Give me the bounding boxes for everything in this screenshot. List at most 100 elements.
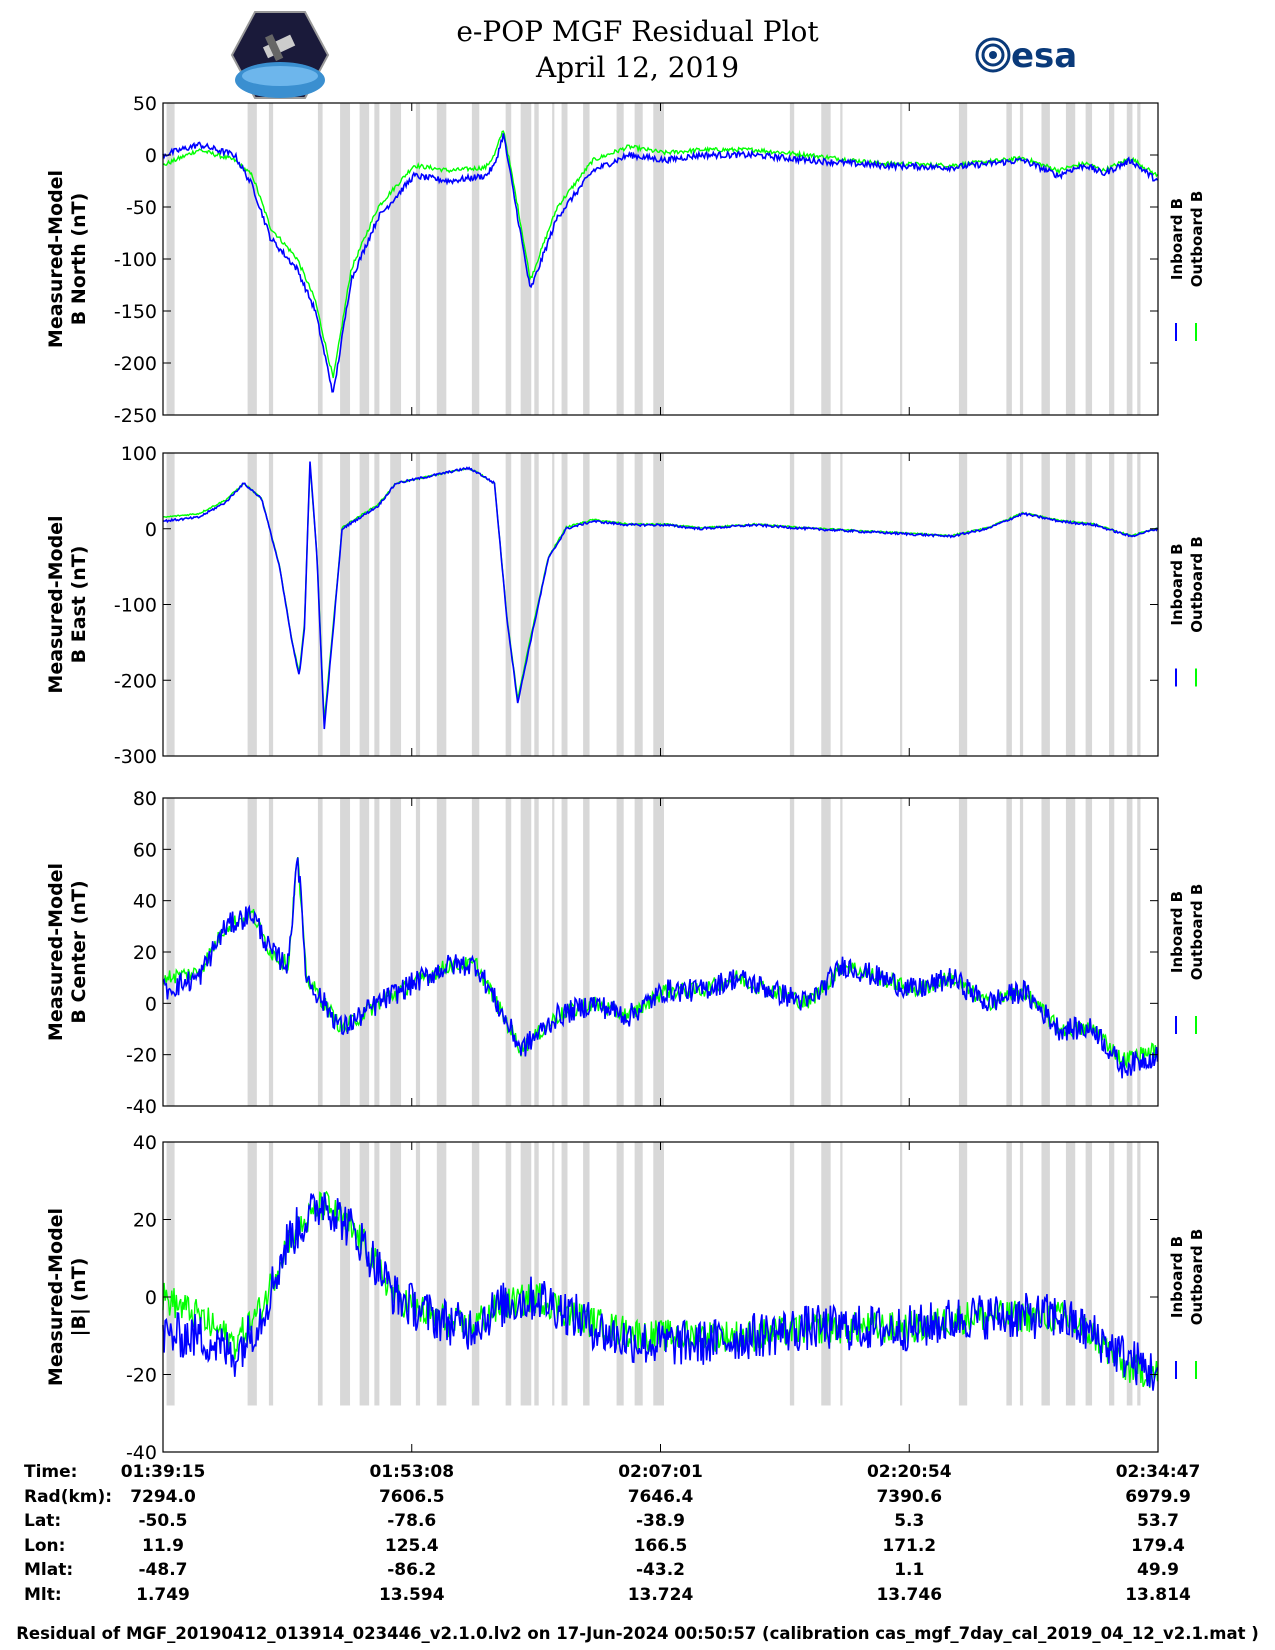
- inboard-series-line: [162, 461, 1159, 730]
- data-gap-band: [958, 798, 968, 1106]
- data-gap-band: [1019, 1142, 1024, 1406]
- data-gap-band: [958, 453, 968, 756]
- y-tick-label: -40: [126, 1096, 157, 1118]
- legend-label-inboard: Inboard B: [1168, 1236, 1186, 1318]
- data-gap-band: [359, 103, 370, 415]
- y-axis-label: Measured-ModelB East (nT): [45, 515, 90, 693]
- y-axis-label-line: |B| (nT): [68, 1258, 90, 1337]
- data-gap-band: [634, 103, 643, 415]
- data-gap-band: [268, 1142, 274, 1406]
- info-cell: 5.3: [894, 1511, 925, 1531]
- y-axis-label: Measured-ModelB Center (nT): [45, 863, 90, 1041]
- data-gap-band: [534, 103, 539, 415]
- figure-title-line1: e-POP MGF Residual Plot: [456, 15, 819, 48]
- info-cell: -43.2: [636, 1560, 685, 1580]
- data-gap-band: [1109, 1142, 1115, 1406]
- data-gap-band: [520, 453, 532, 756]
- info-cell: 7390.6: [876, 1486, 943, 1507]
- data-gap-band: [1137, 453, 1141, 756]
- y-tick-label: 50: [133, 93, 157, 115]
- data-gap-band: [436, 1142, 447, 1406]
- info-cell: 1.1: [894, 1560, 925, 1580]
- y-axis-label-line: B North (nT): [68, 193, 90, 326]
- data-gap-band: [340, 1142, 351, 1406]
- data-gap-band: [1137, 103, 1141, 415]
- data-gap-band: [359, 1142, 370, 1406]
- inboard-series-line: [162, 1192, 1159, 1391]
- data-gap-band: [268, 103, 274, 415]
- data-gap-band: [616, 798, 624, 1106]
- y-tick-label: -40: [126, 1442, 157, 1460]
- data-gap-band: [1065, 453, 1076, 756]
- data-gap-band: [317, 798, 323, 1106]
- data-gap-band: [1126, 798, 1133, 1106]
- info-row-header: Lat:: [24, 1511, 62, 1531]
- info-row-header: Mlt:: [24, 1584, 62, 1605]
- data-gap-band: [415, 453, 421, 756]
- legend-label-inboard: Inboard B: [1168, 891, 1186, 973]
- data-gap-band: [900, 798, 903, 1106]
- data-gap-band: [1006, 798, 1012, 1106]
- y-tick-label: 20: [133, 942, 157, 964]
- data-gap-band: [653, 1142, 664, 1406]
- data-gap-band: [471, 103, 480, 415]
- data-gap-band: [505, 798, 512, 1106]
- info-row: Mlat: -48.7 -86.2 -43.2 1.1 49.9: [0, 1560, 1275, 1584]
- info-cell: 171.2: [882, 1535, 937, 1556]
- chart-panel-3: 80 60 40 20 0 -20 -40 Measured-ModelB Center (n…: [45, 788, 1206, 1118]
- data-gap-band: [616, 453, 624, 756]
- data-gap-band: [1041, 1142, 1050, 1406]
- data-gap-band: [1126, 1142, 1133, 1406]
- chart-panel-4: 40 20 0 -20 -40 Measured-Model|B| (nT) Inboard…: [45, 1132, 1206, 1460]
- info-row: Rad(km): 7294.0 7606.5 7646.4 7390.6 6979.9: [0, 1487, 1275, 1511]
- legend-label-outboard: Outboard B: [1188, 536, 1206, 633]
- data-gap-band: [505, 1142, 512, 1406]
- data-gap-band: [520, 798, 532, 1106]
- data-gap-band: [390, 1142, 402, 1406]
- data-gap-band: [958, 103, 968, 415]
- info-cell: 6979.9: [1125, 1486, 1191, 1507]
- inboard-series-line: [162, 133, 1159, 393]
- data-gap-band: [1109, 103, 1115, 415]
- data-gap-band: [561, 103, 568, 415]
- y-axis-label-line: Measured-Model: [45, 1208, 67, 1386]
- data-gap-band: [1137, 798, 1141, 1106]
- data-gap-band: [247, 453, 257, 756]
- data-gap-band: [166, 1142, 175, 1406]
- data-gap-band: [561, 1142, 568, 1406]
- orbit-info-table: Time: 01:39:15 01:53:08 02:07:01 02:20:54 02:…: [0, 1462, 1275, 1612]
- data-gap-band: [436, 103, 447, 415]
- figure-title: e-POP MGF Residual Plot April 12, 2019: [0, 14, 1275, 86]
- data-gap-band: [821, 103, 831, 415]
- data-gap-band: [583, 798, 590, 1106]
- data-gap-band: [505, 453, 512, 756]
- legend-label-inboard: Inboard B: [1168, 198, 1186, 280]
- legend: Inboard B Outboard B: [1168, 1229, 1206, 1379]
- data-gap-band: [1137, 1142, 1141, 1406]
- data-gap-band: [359, 798, 370, 1106]
- data-gap-band: [415, 798, 421, 1106]
- info-cell: 179.4: [1131, 1535, 1185, 1556]
- data-gap-band: [1085, 453, 1093, 756]
- info-row: Mlt: 1.749 13.594 13.724 13.746 13.814: [0, 1585, 1275, 1609]
- data-gap-band: [390, 103, 402, 415]
- data-gap-band: [900, 1142, 903, 1406]
- legend: Inboard B Outboard B: [1168, 884, 1206, 1034]
- data-gap-band: [390, 453, 402, 756]
- info-cell: 11.9: [142, 1535, 184, 1556]
- y-tick-label: -20: [126, 1365, 157, 1387]
- y-tick-label: 0: [145, 1287, 157, 1309]
- data-gap-band: [505, 103, 512, 415]
- data-gap-band: [471, 453, 480, 756]
- info-cell: 13.594: [378, 1584, 445, 1605]
- data-gap-band: [340, 798, 351, 1106]
- y-tick-label: -200: [114, 353, 157, 375]
- data-gap-band: [821, 1142, 831, 1406]
- y-tick-label: 20: [133, 1210, 157, 1232]
- esa-logo-icon: esa: [975, 36, 1077, 76]
- info-row: Lon: 11.9 125.4 166.5 171.2 179.4: [0, 1536, 1275, 1560]
- data-gap-band: [415, 103, 421, 415]
- data-gap-band: [1065, 103, 1076, 415]
- data-gap-band: [390, 798, 402, 1106]
